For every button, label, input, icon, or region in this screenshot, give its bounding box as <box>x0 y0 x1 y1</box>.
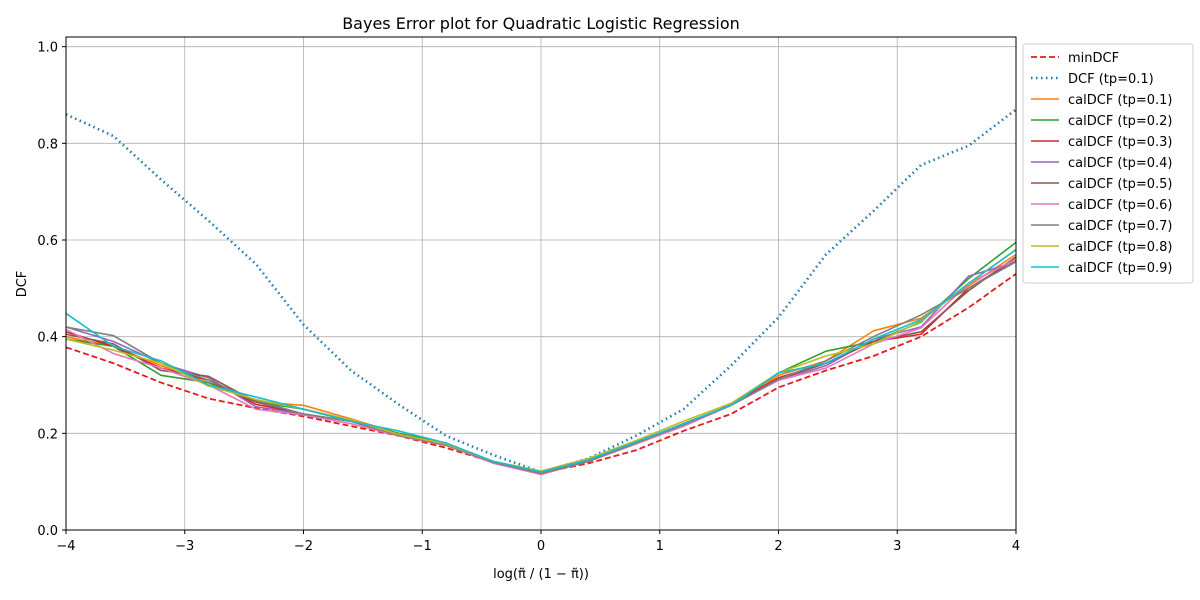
x-tick-label: 2 <box>774 539 782 554</box>
y-tick-label: 0.0 <box>37 524 58 539</box>
series-line-1 <box>65 108 1017 474</box>
series-line-0 <box>65 273 1017 474</box>
legend-label: calDCF (tp=0.2) <box>1068 114 1172 129</box>
legend-label: calDCF (tp=0.5) <box>1068 177 1172 192</box>
chart-title: Bayes Error plot for Quadratic Logistic … <box>342 14 740 33</box>
legend-label: calDCF (tp=0.3) <box>1068 135 1172 150</box>
series-line-8 <box>65 261 1017 475</box>
legend-label: calDCF (tp=0.6) <box>1068 198 1172 213</box>
legend-label: calDCF (tp=0.1) <box>1068 93 1172 108</box>
x-tick-label: −4 <box>56 539 75 554</box>
legend-label: DCF (tp=0.1) <box>1068 72 1154 87</box>
x-tick-label: 0 <box>537 539 545 554</box>
series-lines <box>65 108 1017 476</box>
legend-label: calDCF (tp=0.7) <box>1068 219 1172 234</box>
x-tick-label: −2 <box>294 539 313 554</box>
legend-label: calDCF (tp=0.4) <box>1068 156 1172 171</box>
axis-ticks: −4 −3 −2 −1 0 1 2 3 4 0.0 0.2 0.4 0.6 0.8 1.0 <box>37 41 1020 554</box>
series-line-10 <box>65 249 1017 473</box>
x-tick-label: −3 <box>175 539 194 554</box>
x-tick-label: 3 <box>893 539 901 554</box>
y-tick-label: 0.6 <box>37 234 58 249</box>
x-tick-label: 1 <box>656 539 664 554</box>
y-tick-label: 0.8 <box>37 137 58 152</box>
legend-box <box>1022 43 1194 284</box>
y-axis-label: DCF <box>15 271 30 298</box>
y-tick-label: 0.4 <box>37 331 58 346</box>
y-tick-label: 1.0 <box>37 41 58 56</box>
x-axis-label: log(π̃ / (1 − π̃)) <box>493 567 589 582</box>
x-tick-label: 4 <box>1012 539 1020 554</box>
legend-label: minDCF <box>1068 51 1119 66</box>
legend-label: calDCF (tp=0.9) <box>1068 261 1172 276</box>
legend-label: calDCF (tp=0.8) <box>1068 240 1172 255</box>
y-tick-label: 0.2 <box>37 427 58 442</box>
x-tick-label: −1 <box>413 539 432 554</box>
legend: minDCF DCF (tp=0.1) calDCF (tp=0.1) calDCF … <box>1022 43 1194 284</box>
series-line-7 <box>65 258 1017 476</box>
